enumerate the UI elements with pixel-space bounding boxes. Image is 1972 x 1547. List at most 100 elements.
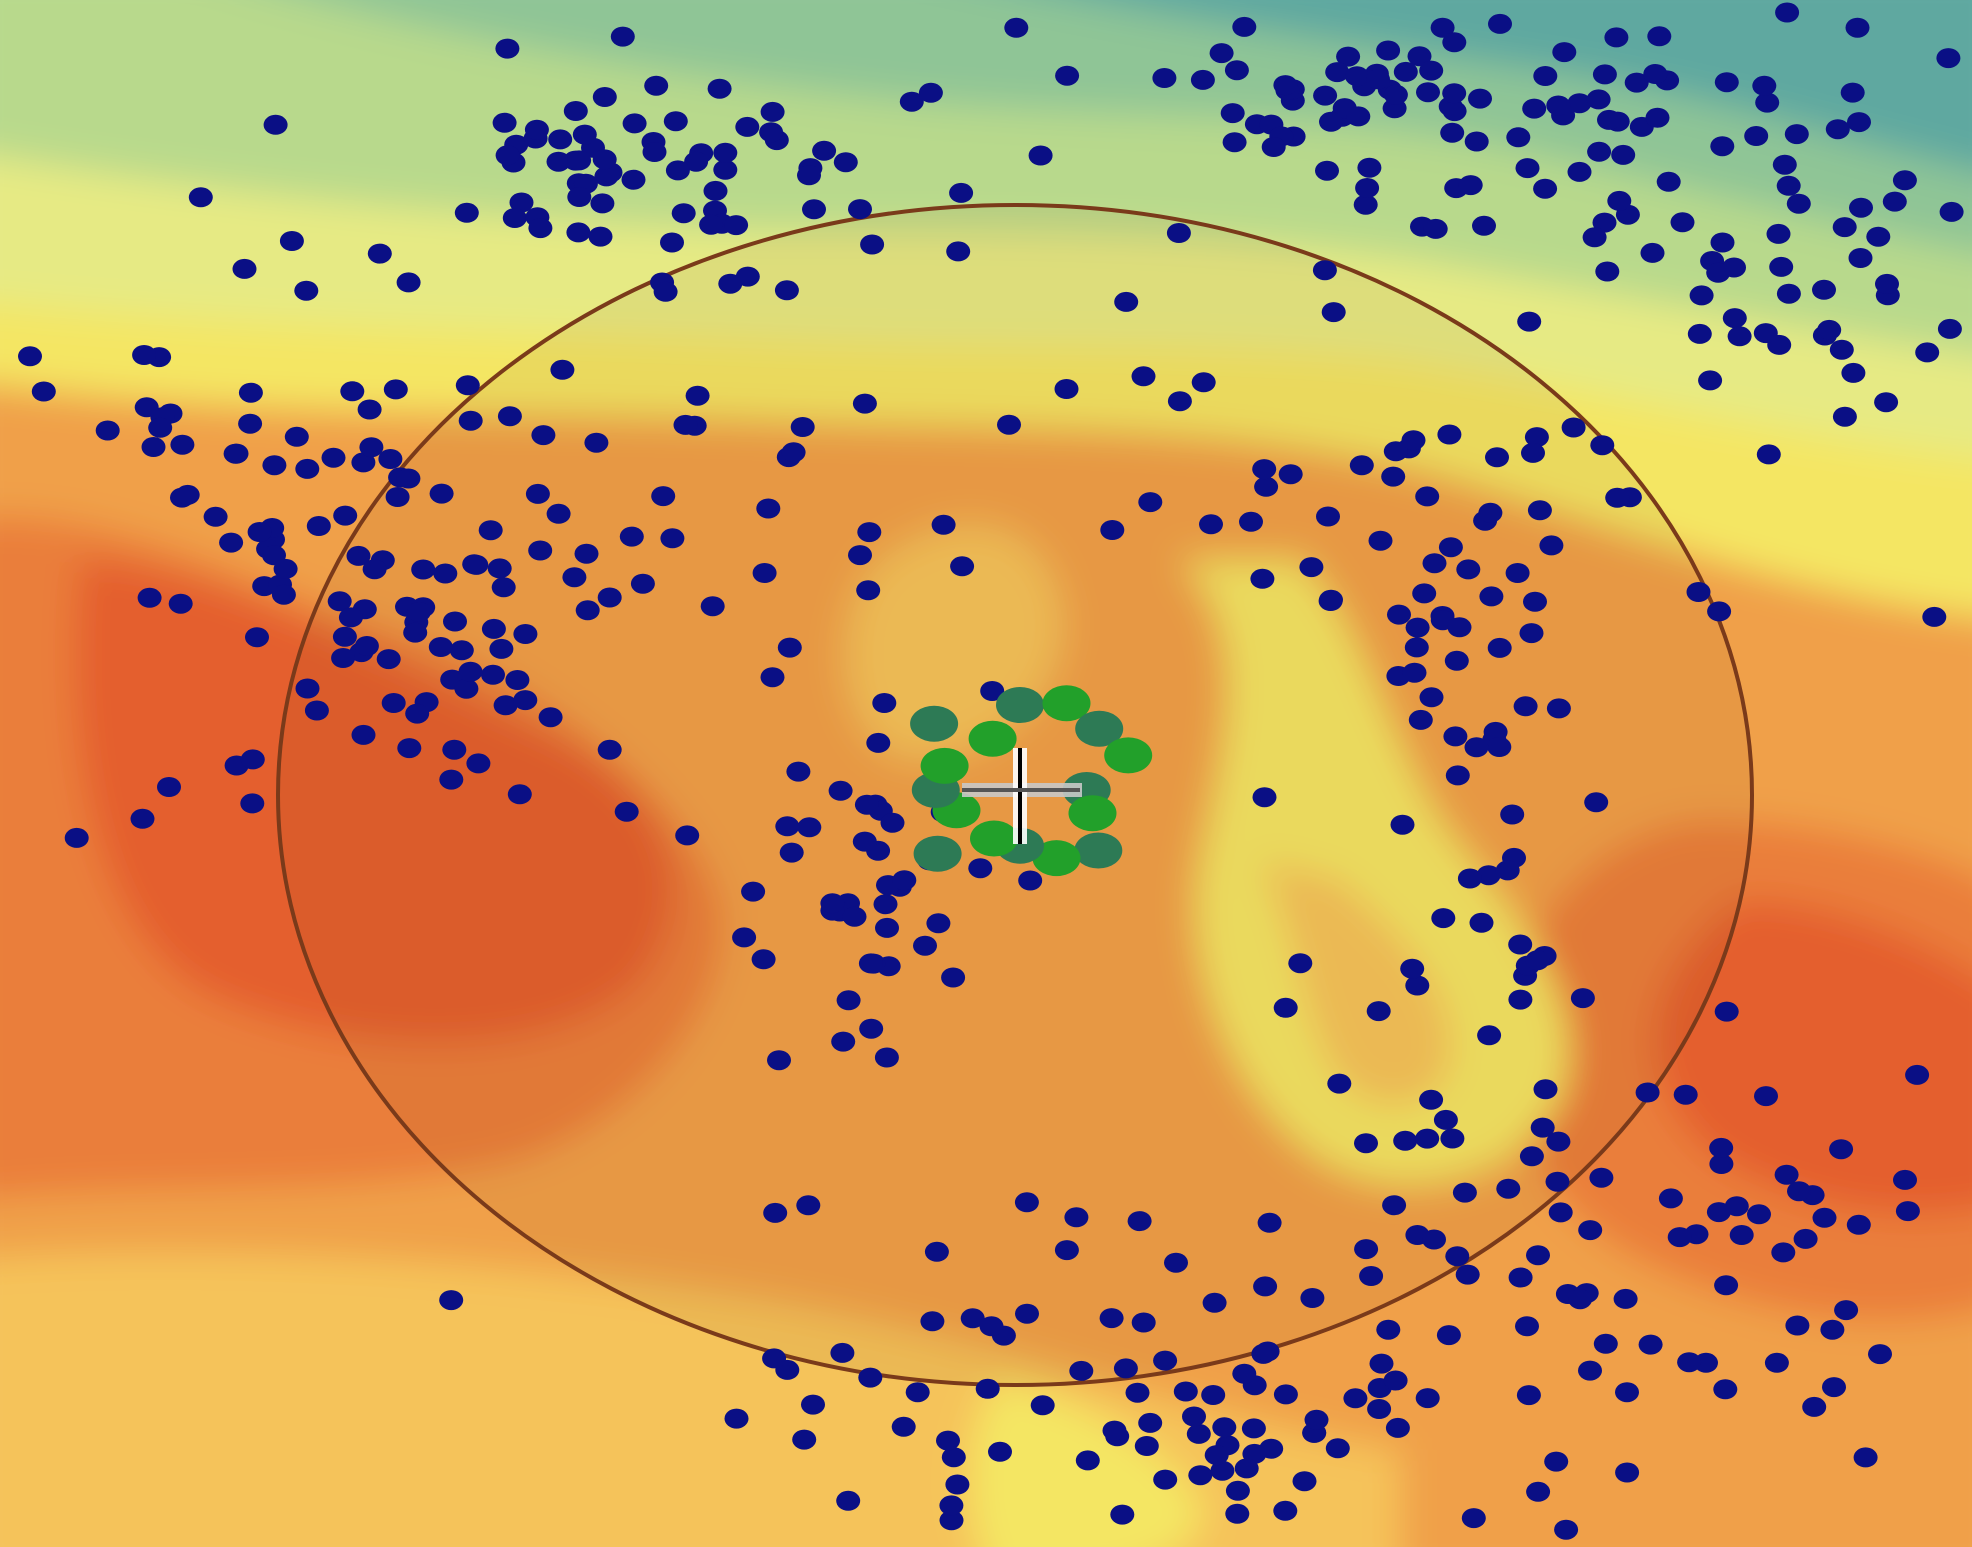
- sample-points-layer: [18, 2, 1964, 1540]
- sample-point: [1764, 1352, 1789, 1373]
- sample-point: [175, 484, 200, 505]
- sample-point: [1468, 88, 1492, 109]
- sample-point: [1204, 1445, 1229, 1466]
- sample-point: [1028, 145, 1053, 166]
- sample-point: [1416, 82, 1440, 103]
- sample-point: [563, 101, 588, 121]
- sample-point: [1415, 1388, 1440, 1409]
- sample-point: [262, 455, 287, 476]
- sample-point: [1273, 1500, 1298, 1521]
- sample-point: [1458, 175, 1483, 196]
- sample-point: [1875, 273, 1899, 294]
- sample-point: [1327, 1073, 1352, 1094]
- sample-point: [1354, 1239, 1379, 1260]
- sample-point: [1315, 160, 1339, 181]
- sample-point: [188, 187, 213, 208]
- sample-point: [1138, 1412, 1163, 1433]
- sample-point: [812, 140, 837, 161]
- sample-point: [132, 345, 157, 365]
- sample-point: [1595, 261, 1620, 282]
- sample-point: [383, 379, 408, 400]
- sample-point: [1755, 92, 1780, 113]
- sample-point: [1385, 1417, 1410, 1438]
- sample-point: [1430, 17, 1455, 38]
- sample-point: [502, 208, 527, 228]
- sample-point: [1100, 520, 1125, 540]
- sample-point: [700, 596, 725, 617]
- sample-point: [1922, 606, 1947, 627]
- sample-point: [1173, 1381, 1198, 1402]
- sample-point: [1775, 2, 1800, 23]
- sample-point: [1212, 1417, 1237, 1438]
- sample-point: [1545, 1171, 1570, 1192]
- sample-point: [1422, 553, 1447, 574]
- sample-point: [1710, 136, 1735, 157]
- sample-point: [1817, 319, 1842, 340]
- sample-point: [913, 935, 937, 956]
- sample-point: [1477, 1025, 1502, 1046]
- sample-point: [858, 1367, 883, 1388]
- selected-point: [1074, 832, 1123, 869]
- sample-point: [1754, 1086, 1778, 1107]
- sample-point: [1376, 40, 1401, 61]
- selected-point: [1068, 795, 1117, 832]
- sample-point: [1402, 662, 1427, 683]
- sample-point: [1516, 1385, 1541, 1406]
- sample-point: [134, 397, 159, 418]
- sample-point: [918, 82, 943, 103]
- sample-point: [1589, 1167, 1614, 1188]
- sample-point: [1554, 1519, 1579, 1540]
- sample-point: [1812, 1207, 1837, 1228]
- sample-point: [852, 393, 877, 414]
- sample-point: [767, 1050, 791, 1071]
- sample-point: [1319, 111, 1343, 132]
- sample-point: [1461, 1508, 1486, 1529]
- sample-point: [1834, 1300, 1859, 1321]
- sample-point: [735, 266, 760, 287]
- sample-point: [1254, 476, 1279, 497]
- sample-point: [1868, 1344, 1892, 1365]
- sample-point: [1412, 583, 1437, 604]
- sample-point: [831, 1031, 856, 1052]
- sample-point: [1252, 459, 1277, 480]
- sample-point: [1131, 1312, 1156, 1333]
- sample-point: [1500, 804, 1525, 825]
- selected-point: [913, 835, 962, 872]
- sample-point: [338, 607, 363, 628]
- sample-point: [1853, 1447, 1878, 1468]
- sample-point: [1054, 1240, 1079, 1261]
- sample-point: [1508, 934, 1533, 955]
- sample-point: [1014, 1192, 1039, 1213]
- sample-point: [1455, 1264, 1480, 1285]
- sample-point: [232, 258, 257, 279]
- sample-point: [1533, 1079, 1558, 1100]
- sample-point: [1544, 1451, 1569, 1472]
- sample-point: [137, 587, 162, 608]
- selected-point: [910, 705, 959, 742]
- sample-point: [1829, 339, 1854, 360]
- selected-point: [1104, 737, 1153, 774]
- sample-point: [792, 1429, 817, 1450]
- sample-point: [854, 794, 879, 815]
- sample-point: [1786, 193, 1811, 214]
- sample-point: [1318, 591, 1343, 611]
- sample-point: [1225, 1503, 1250, 1524]
- sample-point: [1191, 372, 1216, 393]
- sample-point: [574, 543, 599, 564]
- sample-point: [1658, 1188, 1683, 1209]
- sample-point: [567, 187, 592, 207]
- sample-point: [168, 593, 193, 614]
- sample-point: [790, 417, 815, 437]
- sample-point: [1936, 48, 1961, 69]
- sample-point: [660, 232, 684, 253]
- sample-point: [1710, 232, 1735, 253]
- sample-point: [1300, 1288, 1325, 1308]
- sample-point: [396, 272, 421, 293]
- sample-point: [762, 1348, 787, 1369]
- sample-point: [1508, 989, 1533, 1010]
- sample-point: [1368, 530, 1393, 551]
- sample-point: [224, 443, 249, 464]
- sample-point: [820, 893, 845, 914]
- sample-point: [1638, 1334, 1663, 1355]
